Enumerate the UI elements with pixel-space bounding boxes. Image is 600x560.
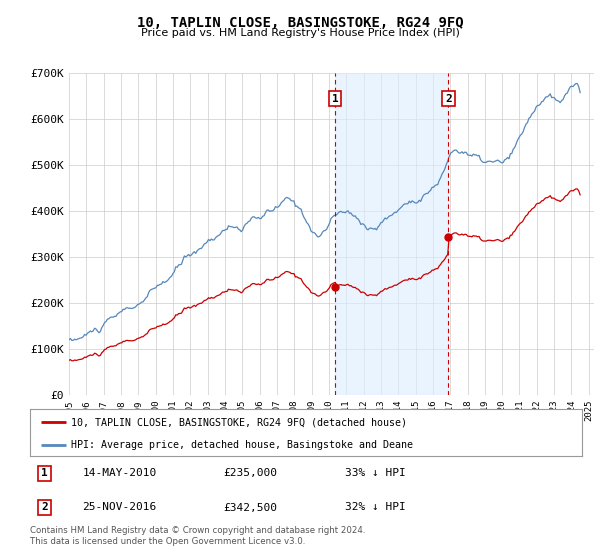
- Text: £235,000: £235,000: [223, 468, 277, 478]
- Text: 2: 2: [445, 94, 452, 104]
- Text: 33% ↓ HPI: 33% ↓ HPI: [344, 468, 406, 478]
- Text: £342,500: £342,500: [223, 502, 277, 512]
- Text: 1: 1: [332, 94, 338, 104]
- Text: HPI: Average price, detached house, Basingstoke and Deane: HPI: Average price, detached house, Basi…: [71, 440, 413, 450]
- Text: 32% ↓ HPI: 32% ↓ HPI: [344, 502, 406, 512]
- Text: 14-MAY-2010: 14-MAY-2010: [82, 468, 157, 478]
- Text: 2: 2: [41, 502, 48, 512]
- Text: 10, TAPLIN CLOSE, BASINGSTOKE, RG24 9FQ (detached house): 10, TAPLIN CLOSE, BASINGSTOKE, RG24 9FQ …: [71, 417, 407, 427]
- Text: Contains HM Land Registry data © Crown copyright and database right 2024.
This d: Contains HM Land Registry data © Crown c…: [30, 526, 365, 546]
- Text: Price paid vs. HM Land Registry's House Price Index (HPI): Price paid vs. HM Land Registry's House …: [140, 28, 460, 38]
- Text: 10, TAPLIN CLOSE, BASINGSTOKE, RG24 9FQ: 10, TAPLIN CLOSE, BASINGSTOKE, RG24 9FQ: [137, 16, 463, 30]
- Text: 1: 1: [41, 468, 48, 478]
- Text: 25-NOV-2016: 25-NOV-2016: [82, 502, 157, 512]
- Bar: [335, 73, 448, 395]
